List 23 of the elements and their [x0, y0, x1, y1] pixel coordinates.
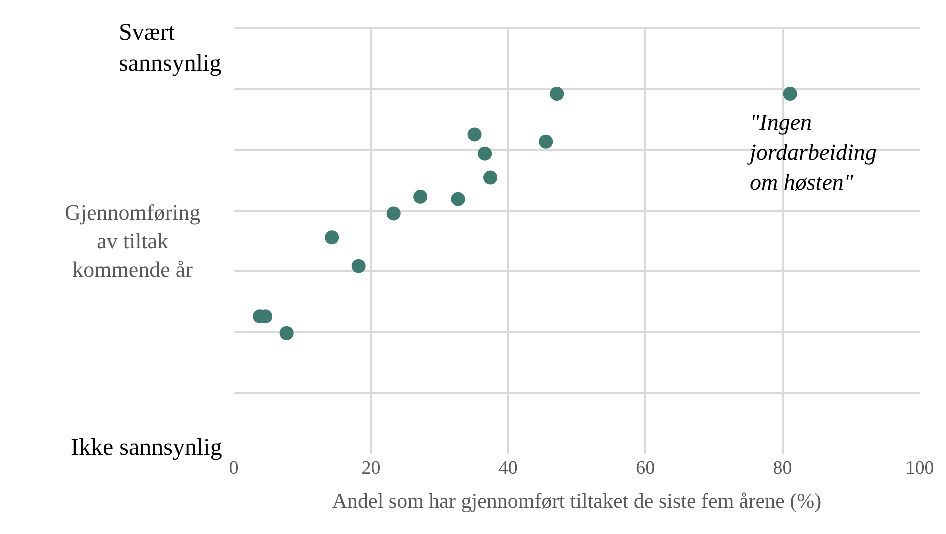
x-axis-title: Andel som har gjennomført tiltaket de siste fem årene (%) [332, 489, 822, 514]
point [484, 170, 498, 185]
point [386, 206, 401, 221]
x-tick-label: 40 [498, 458, 518, 479]
point [280, 326, 294, 340]
x-tick-label: 20 [362, 458, 381, 479]
x-tick-label: 100 [906, 458, 934, 479]
point [478, 146, 492, 161]
x-tick-label: 60 [636, 458, 656, 479]
point [550, 87, 564, 102]
x-tick-label: 0 [229, 458, 239, 479]
point [539, 134, 554, 149]
y-axis-title: Gjennomføring av tiltak kommende år [65, 200, 201, 282]
text: Svært sannsynlig [119, 20, 222, 78]
point [783, 87, 798, 102]
point [352, 259, 366, 274]
point [468, 128, 482, 142]
point [451, 192, 466, 206]
x-tick-label: 80 [773, 458, 792, 479]
text: Ikke sannsynlig [71, 435, 222, 461]
point [414, 190, 428, 204]
annotation: "Ingen jordarbeiding om høsten" [747, 110, 877, 195]
point [325, 230, 340, 245]
